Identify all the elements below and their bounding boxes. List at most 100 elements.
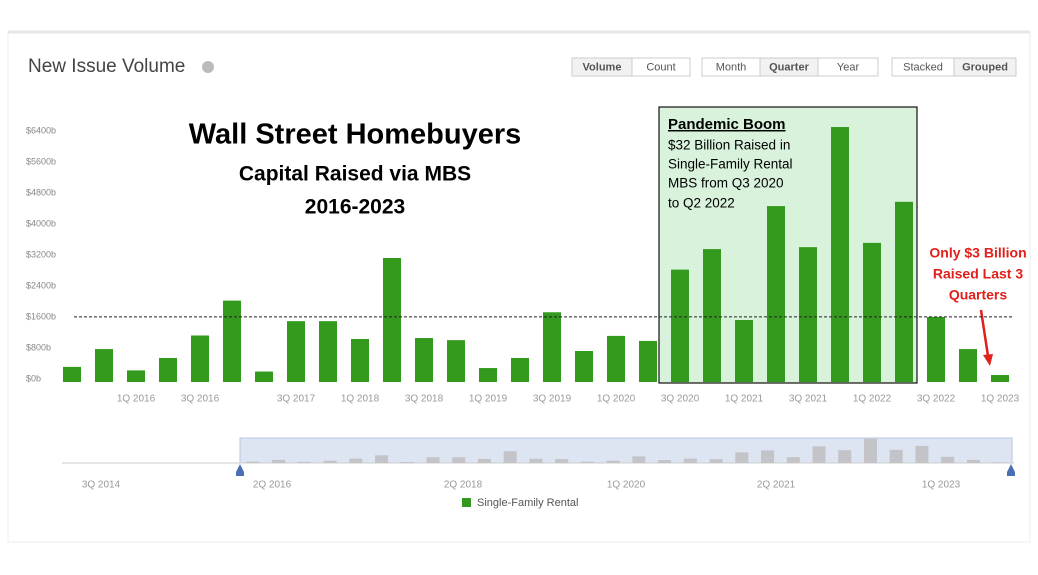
x-tick-label: 3Q 2019 xyxy=(533,394,572,405)
bar xyxy=(415,338,433,382)
y-tick-label: $3200b xyxy=(26,249,56,259)
bar xyxy=(575,351,593,382)
callout-arrowhead xyxy=(983,354,993,366)
navigator-bar xyxy=(941,456,955,463)
x-tick-label: 1Q 2021 xyxy=(725,394,764,405)
y-tick-label: $800b xyxy=(26,342,51,352)
x-tick-label: 1Q 2019 xyxy=(469,394,508,405)
help-icon xyxy=(202,61,214,73)
bar xyxy=(95,349,113,382)
callout-arrow xyxy=(979,309,990,357)
bar xyxy=(799,247,817,382)
navigator-bar xyxy=(272,459,286,463)
chart-title: Wall Street Homebuyers xyxy=(189,119,522,151)
navigator-window xyxy=(239,437,1013,464)
bar xyxy=(447,340,465,382)
toggle-label: Month xyxy=(716,61,747,73)
toggle-button[interactable] xyxy=(631,57,691,77)
bar xyxy=(319,321,337,382)
x-tick-label: 3Q 2020 xyxy=(661,394,700,405)
bar xyxy=(927,316,945,382)
navigator-label: 2Q 2016 xyxy=(253,480,292,491)
navigator-bar xyxy=(966,459,980,463)
bar xyxy=(255,371,273,382)
bar xyxy=(543,312,561,382)
bar xyxy=(831,127,849,383)
x-tick-label: 1Q 2016 xyxy=(117,394,156,405)
legend-label: Single-Family Rental xyxy=(477,497,578,509)
bar xyxy=(287,321,305,382)
navigator-bar xyxy=(323,460,337,463)
y-tick-label: $1600b xyxy=(26,311,56,321)
bar xyxy=(159,357,177,382)
navigator-bar xyxy=(658,460,672,463)
legend-swatch xyxy=(462,498,471,507)
bar xyxy=(959,349,977,382)
bar xyxy=(191,335,209,382)
toggle-button[interactable] xyxy=(953,57,1017,77)
navigator-bar xyxy=(889,449,903,463)
navigator-bar xyxy=(426,457,440,463)
navigator-bar xyxy=(863,438,877,463)
bar xyxy=(127,370,145,382)
navigator-bar xyxy=(632,456,646,463)
navigator-bar xyxy=(529,458,543,463)
bar xyxy=(671,269,689,382)
navigator-bar xyxy=(786,457,800,463)
navigator-bar xyxy=(709,459,723,463)
annotation-text: $32 Billion Raised in xyxy=(668,138,790,153)
navigator-bar xyxy=(246,461,260,463)
navigator-label: 1Q 2020 xyxy=(607,480,646,491)
navigator-bar xyxy=(477,458,491,463)
navigator-bar xyxy=(375,455,389,463)
callout: Quarters xyxy=(949,287,1008,303)
navigator-bar xyxy=(297,461,311,463)
bar xyxy=(383,258,401,382)
navigator-label: 2Q 2018 xyxy=(444,480,483,491)
callout: Only $3 Billion xyxy=(929,245,1026,261)
y-tick-label: $0b xyxy=(26,373,41,383)
bar xyxy=(607,335,625,382)
navigator-label: 1Q 2023 xyxy=(922,480,961,491)
y-tick-label: $4000b xyxy=(26,218,56,228)
bar xyxy=(63,366,81,382)
navigator-handle[interactable] xyxy=(236,464,244,476)
navigator-label: 3Q 2014 xyxy=(82,480,121,491)
panel-title: New Issue Volume xyxy=(28,56,185,77)
bar xyxy=(767,206,785,382)
navigator-bar xyxy=(400,462,414,463)
navigator-bar xyxy=(915,445,929,463)
x-tick-label: 3Q 2018 xyxy=(405,394,444,405)
toggle-label: Quarter xyxy=(769,61,809,73)
navigator-bar xyxy=(992,462,1006,463)
x-tick-label: 1Q 2022 xyxy=(853,394,892,405)
toggle-label: Count xyxy=(646,61,675,73)
navigator-bar xyxy=(503,451,517,463)
navigator-bar xyxy=(580,461,594,463)
navigator-bar xyxy=(683,458,697,463)
bar xyxy=(991,375,1009,382)
x-tick-label: 3Q 2022 xyxy=(917,394,956,405)
bar xyxy=(511,357,529,382)
toggle-label: Year xyxy=(837,61,860,73)
navigator-bar xyxy=(555,459,569,463)
y-tick-label: $6400b xyxy=(26,125,56,135)
x-tick-label: 1Q 2023 xyxy=(981,394,1020,405)
navigator-bar xyxy=(606,460,620,463)
toggle-label: Grouped xyxy=(962,61,1008,73)
navigator-bar xyxy=(838,450,852,463)
bar xyxy=(735,320,753,382)
annotation-title: Pandemic Boom xyxy=(668,116,786,133)
navigator-bar xyxy=(452,457,466,463)
bar xyxy=(895,201,913,382)
bar xyxy=(223,300,241,382)
navigator-label: 2Q 2021 xyxy=(757,480,796,491)
chart-subtitle: 2016-2023 xyxy=(305,196,405,219)
y-tick-label: $4800b xyxy=(26,187,56,197)
toggle-button[interactable] xyxy=(817,57,879,77)
navigator-handle[interactable] xyxy=(1007,464,1015,476)
x-tick-label: 3Q 2017 xyxy=(277,394,316,405)
callout: Raised Last 3 xyxy=(933,266,1023,282)
